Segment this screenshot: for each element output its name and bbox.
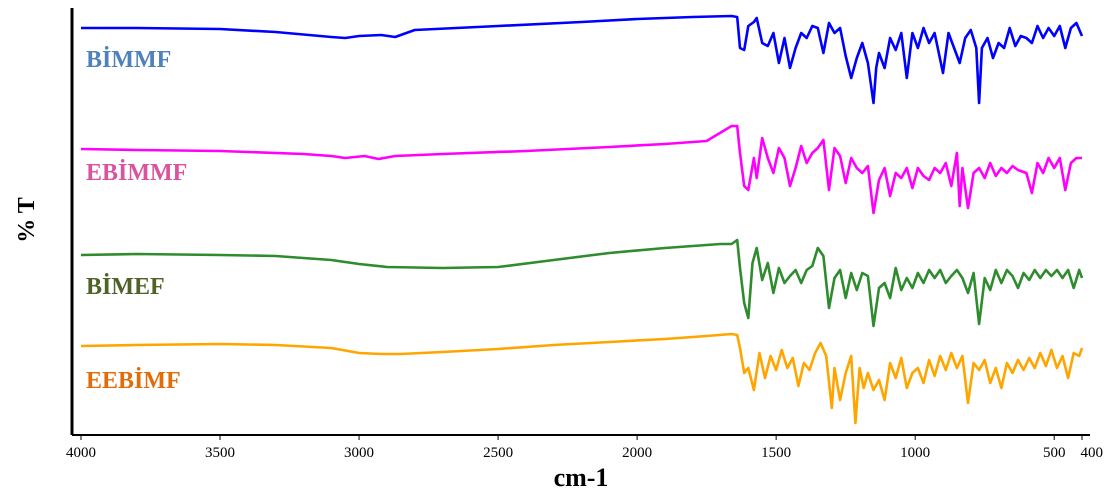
series-line-3 xyxy=(80,238,1084,328)
axes xyxy=(70,8,1090,436)
series-line-1 xyxy=(81,14,1084,105)
series-labels: BİMMF EBİMMF BİMEF EEBİMF xyxy=(86,47,187,394)
x-ticks: 4000 3500 3000 2500 2000 1500 1000 500 400 xyxy=(66,435,1103,461)
series-line-4 xyxy=(80,332,1084,425)
x-tick-label: 2500 xyxy=(483,445,513,461)
series-label-1: BİMMF xyxy=(86,47,171,73)
x-tick-label: 4000 xyxy=(66,445,96,461)
x-tick-label: 500 xyxy=(1043,445,1066,461)
x-axis-title: cm-1 xyxy=(554,463,609,492)
x-tick-label: 3000 xyxy=(344,445,374,461)
series-label-3: BİMEF xyxy=(86,274,165,300)
x-tick-label: 1500 xyxy=(761,445,791,461)
series-label-2: EBİMMF xyxy=(86,160,187,186)
x-tick-label: 3500 xyxy=(205,445,235,461)
x-tick-label: 400 xyxy=(1081,445,1104,461)
series-label-4: EEBİMF xyxy=(86,368,181,394)
series-lines xyxy=(80,14,1084,425)
y-axis-title: % T xyxy=(14,197,40,243)
x-tick-label: 1000 xyxy=(900,445,930,461)
x-tick-label: 2000 xyxy=(622,445,652,461)
series-line-2 xyxy=(80,124,1082,215)
